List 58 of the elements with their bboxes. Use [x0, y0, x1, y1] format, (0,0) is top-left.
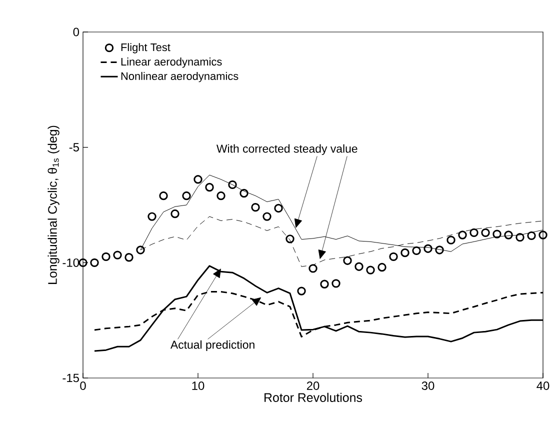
point	[435, 246, 444, 254]
x-tick-label: 20	[306, 382, 320, 390]
y-tick-label: 0	[73, 28, 80, 36]
y-tick-label: -15	[62, 374, 79, 382]
point	[297, 286, 306, 296]
x-tick-label: 0	[80, 382, 86, 390]
point	[182, 191, 191, 200]
point	[527, 231, 536, 240]
point	[228, 180, 237, 190]
y-tick-label: -10	[62, 258, 80, 267]
point	[216, 191, 226, 200]
point	[102, 252, 110, 262]
point	[274, 204, 283, 213]
x-tick-label: 10	[192, 382, 204, 390]
x-tick-label: 30	[422, 382, 434, 390]
x-axis-title: Rotor Revolutions	[264, 392, 362, 402]
point	[78, 258, 88, 268]
point	[412, 246, 421, 256]
point	[481, 228, 490, 238]
annotation: Actual prediction	[170, 340, 254, 352]
legend-label: Flight Test	[121, 43, 170, 54]
point	[516, 232, 524, 242]
point	[286, 234, 294, 244]
point	[446, 236, 456, 244]
point	[378, 262, 386, 272]
legend-label: Nonlinear aerodynamics	[121, 72, 238, 82]
point	[400, 248, 410, 258]
point	[308, 264, 318, 273]
point	[148, 212, 156, 221]
point	[205, 182, 214, 192]
point	[252, 297, 262, 306]
y-tick-label: -5	[69, 143, 79, 152]
point	[240, 188, 248, 198]
point	[332, 279, 340, 288]
point	[424, 244, 432, 253]
point	[251, 202, 260, 212]
point	[538, 230, 548, 240]
point	[492, 230, 502, 238]
x-tick-label: 40	[536, 382, 550, 390]
point	[136, 246, 145, 254]
point	[113, 250, 122, 260]
point	[458, 230, 467, 240]
point	[170, 209, 180, 218]
y-axis-title: Longitudinal Cyclic, θ$_{1s}$ (deg)	[48, 126, 60, 284]
annotation: With corrected steady value	[216, 144, 358, 155]
point	[354, 262, 364, 271]
point	[389, 252, 398, 262]
legend-label: Linear aerodynamics	[121, 58, 222, 68]
point	[470, 228, 478, 238]
point	[320, 280, 329, 288]
point	[366, 266, 375, 274]
point	[262, 212, 272, 221]
point	[159, 191, 168, 200]
point	[504, 230, 513, 240]
point	[343, 256, 352, 265]
point	[194, 175, 202, 184]
point	[90, 258, 99, 268]
point	[124, 253, 134, 262]
